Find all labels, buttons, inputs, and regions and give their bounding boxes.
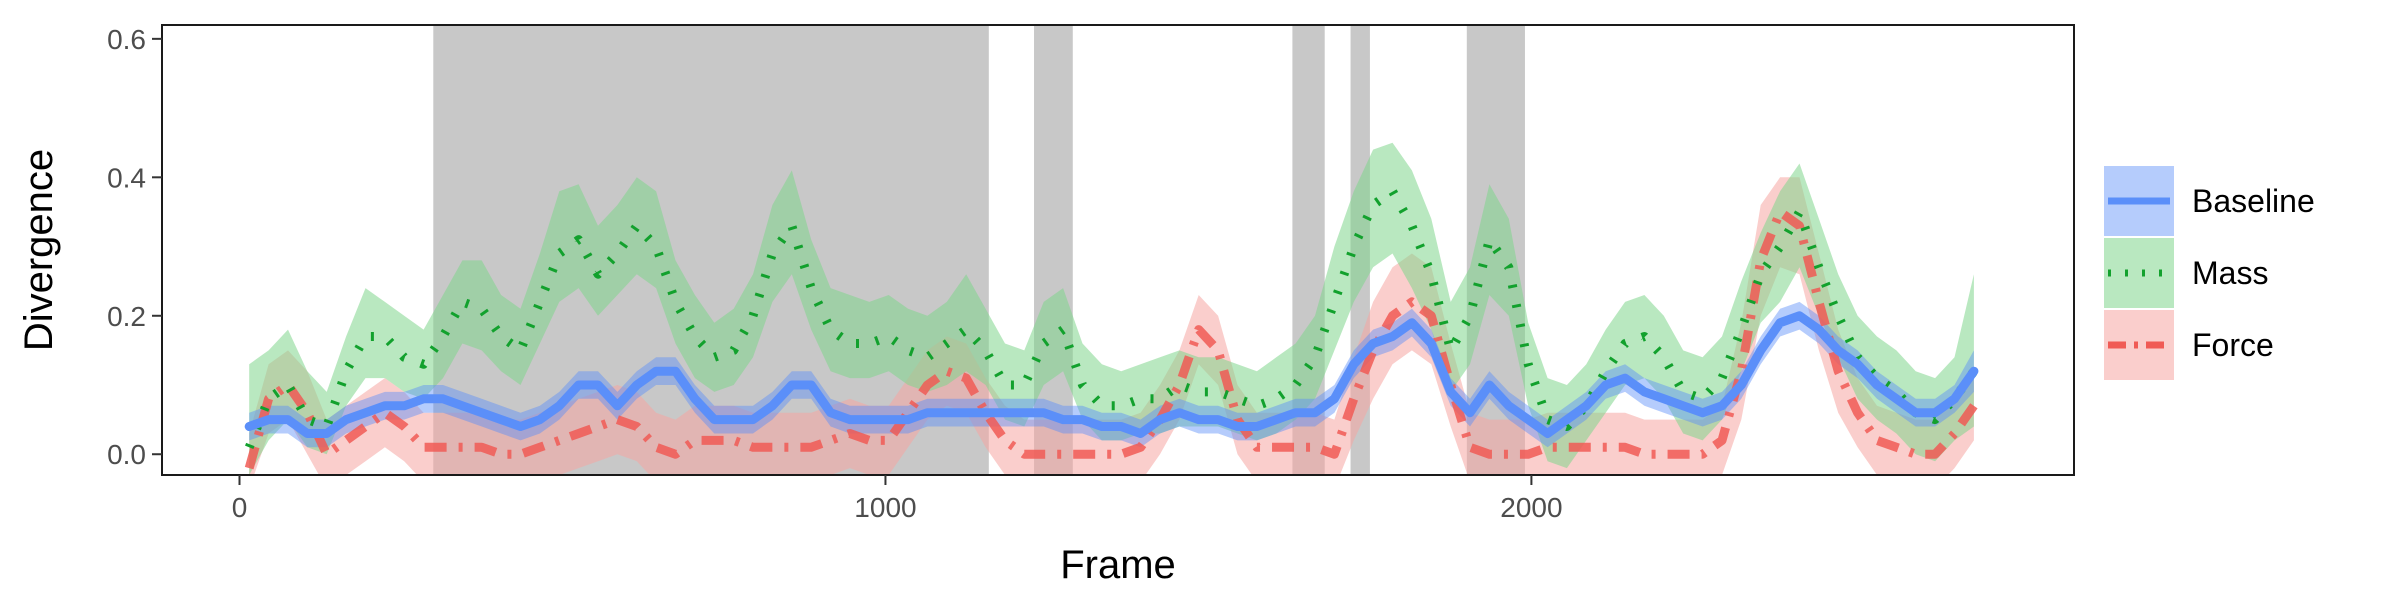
force-series-line [244,207,1978,470]
legend-label-force: Force [2192,327,2274,363]
legend-label-mass: Mass [2192,255,2268,291]
x-axis-title: Frame [1060,543,1176,587]
mass-confidence-band [249,142,1974,475]
y-axis-title: Divergence [17,149,61,351]
baseline-series-line [244,311,1979,438]
y-tick-label: 0.6 [107,24,146,55]
shaded-interval-2 [1034,25,1073,475]
y-tick-label: 0.4 [107,162,146,193]
y-tick-label: 0.2 [107,301,146,332]
x-tick-label: 2000 [1500,492,1562,523]
legend: Baseline Mass Force [2104,166,2315,380]
y-tick-label: 0.0 [107,439,146,470]
plot-panel-border [161,24,2075,476]
legend-swatch-mass [2104,238,2174,308]
y-axis-ticks: 0.0 0.2 0.4 0.6 [107,24,162,470]
x-tick-label: 0 [232,492,248,523]
series-lines [244,186,1979,470]
x-axis-ticks: 0 1000 2000 [232,475,1563,523]
legend-label-baseline: Baseline [2192,183,2315,219]
x-tick-label: 1000 [854,492,916,523]
